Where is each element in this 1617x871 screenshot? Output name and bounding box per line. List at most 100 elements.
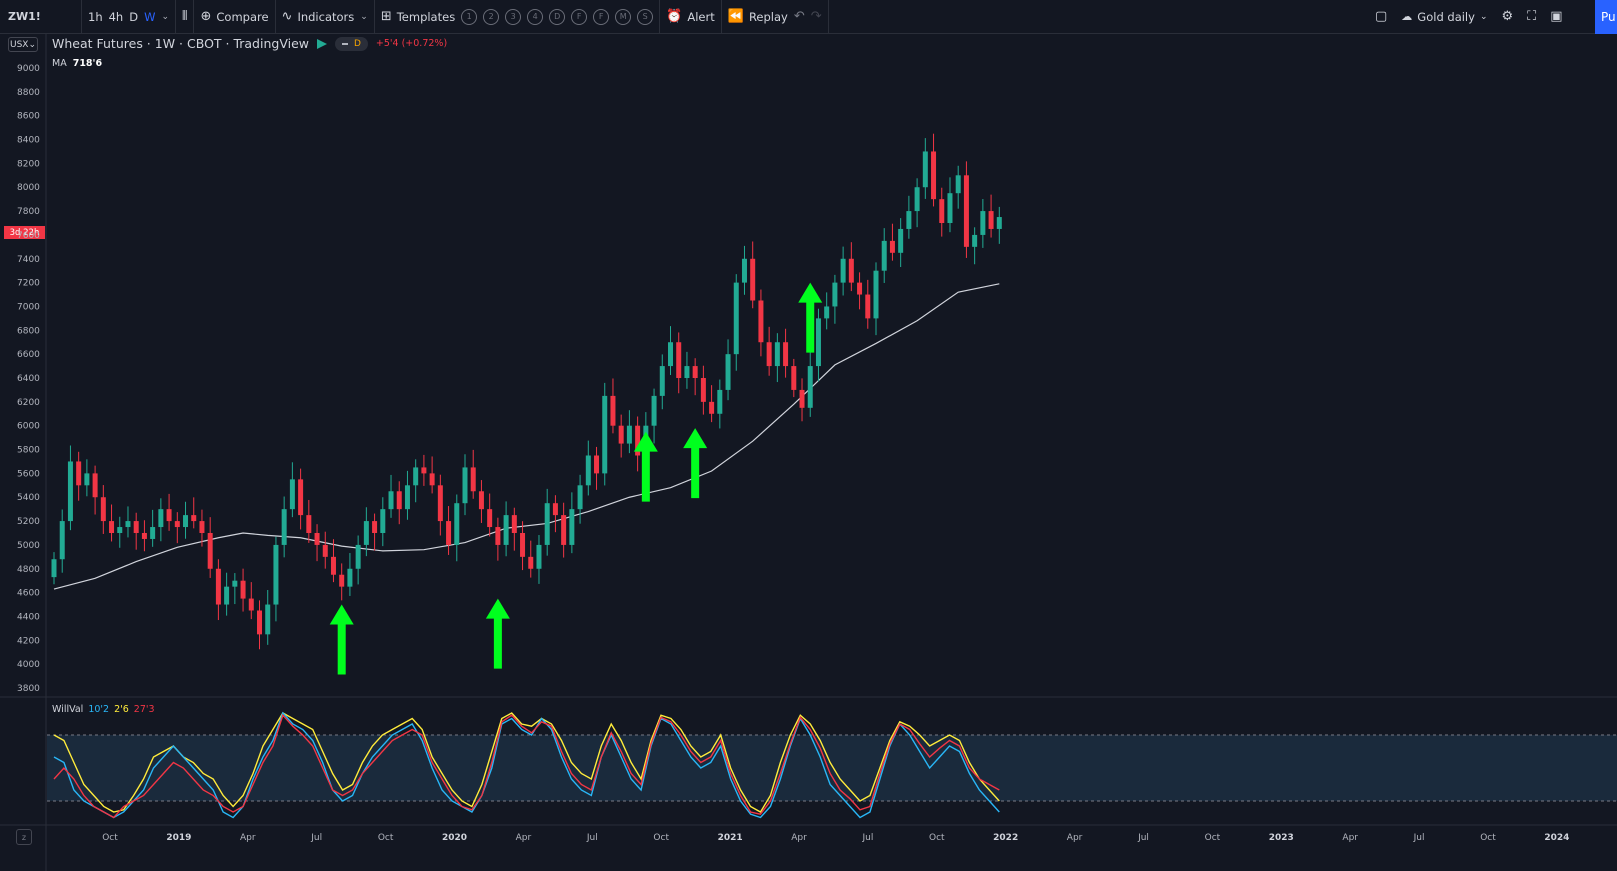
candle xyxy=(980,199,986,248)
alert-button[interactable]: ⏰ Alert xyxy=(666,9,715,24)
template-slot-3[interactable]: 3 xyxy=(505,8,522,25)
flag-icon[interactable] xyxy=(316,38,327,49)
interval-4h[interactable]: 4h xyxy=(108,9,124,24)
oscillator-series-1 xyxy=(53,711,1000,819)
time-tick-label: Apr xyxy=(1067,833,1083,843)
data-badge[interactable]: D xyxy=(334,36,368,51)
dash-icon xyxy=(341,42,348,45)
candle xyxy=(536,535,542,584)
price-tick-label: 4800 xyxy=(17,565,40,575)
candle xyxy=(495,517,501,561)
candle xyxy=(224,572,230,616)
compare-button[interactable]: ⊕ Compare xyxy=(200,9,268,24)
candle xyxy=(972,227,978,265)
layout-button[interactable]: ☁ Gold daily ⌄ xyxy=(1401,10,1487,24)
candle xyxy=(446,506,452,555)
candle xyxy=(807,350,813,417)
candle xyxy=(791,358,797,398)
oscillator-series-3 xyxy=(53,713,1000,819)
price-tick-label: 5600 xyxy=(17,469,40,479)
time-tick-label: Apr xyxy=(791,833,807,843)
candle xyxy=(815,308,821,382)
undo-icon[interactable]: ↶ xyxy=(793,9,805,24)
candle xyxy=(421,454,427,486)
template-slot-1[interactable]: 1 xyxy=(461,8,478,25)
gear-icon[interactable]: ⚙ xyxy=(1501,9,1514,24)
candle xyxy=(437,474,443,536)
time-tick-label: Jul xyxy=(586,833,598,843)
price-tick-label: 7800 xyxy=(17,207,40,217)
template-slot-9[interactable]: S xyxy=(637,8,654,25)
candle xyxy=(643,412,649,467)
indicators-label: Indicators xyxy=(297,9,355,24)
price-tick-label: 7000 xyxy=(17,302,40,312)
candle xyxy=(248,582,254,620)
redo-icon[interactable]: ↷ xyxy=(810,9,822,24)
candle xyxy=(955,165,961,209)
time-tick-label: Jul xyxy=(861,833,873,843)
price-tick-label: 6000 xyxy=(17,422,40,432)
candles-icon[interactable]: ⫴ xyxy=(182,9,188,24)
compare-group: ⊕ Compare xyxy=(194,0,276,33)
candle xyxy=(306,499,312,543)
candle xyxy=(215,559,221,621)
template-slot-8[interactable]: M xyxy=(615,8,632,25)
candle xyxy=(552,495,558,533)
currency-selector[interactable]: USX ⌄ xyxy=(8,37,38,52)
time-tick-label: Jul xyxy=(1137,833,1149,843)
camera-icon[interactable]: ▣ xyxy=(1550,9,1563,24)
candle xyxy=(931,133,937,207)
cloud-icon: ☁ xyxy=(1401,10,1413,23)
template-slot-7[interactable]: F xyxy=(593,8,610,25)
candle xyxy=(355,535,361,585)
layout-square-icon[interactable]: ▢ xyxy=(1375,9,1388,24)
template-slot-2[interactable]: 2 xyxy=(483,8,500,25)
price-tick-label: 6800 xyxy=(17,326,40,336)
candle xyxy=(651,388,657,444)
candle xyxy=(257,600,262,650)
publish-button[interactable]: Pu xyxy=(1595,0,1617,34)
price-tick-label: 5800 xyxy=(17,446,40,456)
time-tick-label: 2022 xyxy=(993,833,1018,843)
candle xyxy=(520,521,526,571)
price-tick-label: 4600 xyxy=(17,589,40,599)
candle xyxy=(207,517,213,578)
templates-button[interactable]: ⊞ Templates xyxy=(381,9,455,24)
time-tick-label: Apr xyxy=(240,833,256,843)
chevron-down-icon[interactable]: ⌄ xyxy=(360,11,368,22)
candle xyxy=(281,496,287,558)
signal-arrow xyxy=(798,282,823,353)
templates-label: Templates xyxy=(396,9,456,24)
zoom-button[interactable]: z xyxy=(16,829,32,845)
symbol-search[interactable]: ZW1! xyxy=(0,0,82,33)
candle xyxy=(117,516,123,548)
price-tick-label: 5000 xyxy=(17,541,40,551)
price-tick-label: 4200 xyxy=(17,636,40,646)
candle xyxy=(988,194,994,238)
indicator-legend[interactable]: WillVal 10'2 2'6 27'3 xyxy=(52,704,155,715)
indicators-group: ∿ Indicators ⌄ xyxy=(276,0,375,33)
interval-chevron-icon[interactable]: ⌄ xyxy=(161,11,169,22)
candle xyxy=(100,485,106,534)
template-slot-4[interactable]: 4 xyxy=(527,8,544,25)
candle xyxy=(774,333,780,383)
interval-d[interactable]: D xyxy=(129,9,139,24)
layout-label: Gold daily xyxy=(1417,9,1475,24)
candle xyxy=(881,228,887,283)
interval-1h[interactable]: 1h xyxy=(88,9,103,24)
template-slot-5[interactable]: D xyxy=(549,8,566,25)
replay-button[interactable]: ⏪ Replay xyxy=(728,9,788,24)
candle xyxy=(92,465,98,515)
interval-w[interactable]: W xyxy=(144,9,156,24)
candle xyxy=(240,568,246,612)
template-slot-6[interactable]: F xyxy=(571,8,588,25)
ma-legend[interactable]: MA 718'6 xyxy=(52,58,102,69)
candle xyxy=(59,509,65,573)
price-tick-label: 9000 xyxy=(17,64,40,74)
candle xyxy=(125,506,131,538)
price-tick-label: 8600 xyxy=(17,112,40,122)
indicators-button[interactable]: ∿ Indicators xyxy=(282,9,355,24)
fullscreen-icon[interactable]: ⛶ xyxy=(1527,9,1537,24)
candle xyxy=(626,410,632,454)
